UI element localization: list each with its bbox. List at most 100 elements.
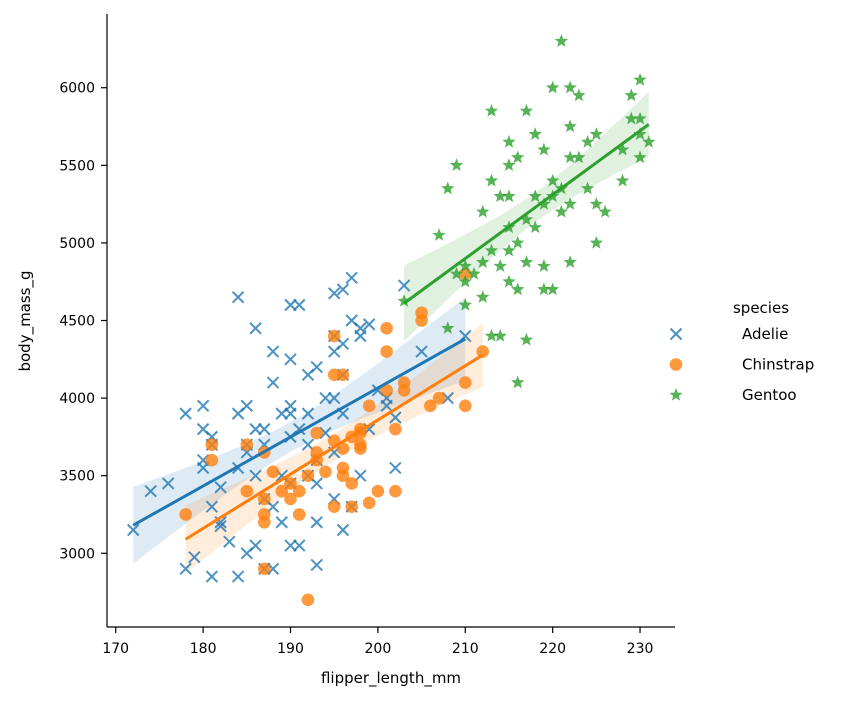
x-tick-label: 230 <box>627 641 654 657</box>
point-gentoo <box>572 88 586 102</box>
point-gentoo <box>589 235 604 249</box>
point-chinstrap <box>301 469 315 482</box>
point-adelie <box>301 407 315 420</box>
y-tick-label: 5000 <box>59 236 95 252</box>
point-chinstrap <box>415 314 428 327</box>
point-gentoo <box>484 103 499 117</box>
point-gentoo <box>528 220 542 234</box>
x-tick-label: 170 <box>102 641 129 657</box>
point-gentoo <box>563 150 577 164</box>
point-adelie <box>301 438 315 451</box>
point-gentoo <box>615 173 630 187</box>
point-adelie <box>144 485 157 498</box>
point-adelie <box>188 550 201 564</box>
point-chinstrap <box>424 399 437 413</box>
point-gentoo <box>511 282 525 296</box>
point-gentoo <box>476 255 490 268</box>
point-gentoo <box>633 111 647 125</box>
point-adelie <box>266 376 280 389</box>
y-tick-label: 4000 <box>59 391 95 407</box>
point-gentoo <box>476 290 490 303</box>
legend-label: Chinstrap <box>742 356 814 374</box>
point-adelie <box>240 399 254 413</box>
point-gentoo <box>642 135 656 148</box>
point-chinstrap <box>345 500 358 514</box>
point-chinstrap <box>292 484 306 498</box>
point-adelie <box>310 360 323 374</box>
point-gentoo <box>502 189 516 203</box>
point-chinstrap <box>327 368 341 382</box>
point-gentoo <box>511 375 525 389</box>
legend-marker-chinstrap <box>669 358 683 371</box>
point-gentoo <box>458 297 472 311</box>
y-tick-label: 3500 <box>59 469 95 485</box>
legend-item-chinstrap: Chinstrap <box>669 356 814 374</box>
point-gentoo <box>580 181 595 195</box>
point-chinstrap <box>266 465 280 479</box>
point-adelie <box>293 539 306 552</box>
point-chinstrap <box>205 438 219 451</box>
point-chinstrap <box>458 399 472 413</box>
point-chinstrap <box>292 508 306 521</box>
point-gentoo <box>441 321 455 334</box>
point-adelie <box>249 322 262 335</box>
y-tick-label: 4500 <box>59 314 95 330</box>
regression-line-gentoo <box>403 123 650 305</box>
point-chinstrap <box>257 492 271 506</box>
point-gentoo <box>633 127 647 140</box>
point-adelie <box>345 271 358 285</box>
point-chinstrap <box>301 593 315 607</box>
point-gentoo <box>554 34 569 47</box>
point-gentoo <box>563 197 577 210</box>
point-adelie <box>275 516 288 529</box>
point-gentoo <box>449 158 464 171</box>
point-gentoo <box>528 127 542 140</box>
point-adelie <box>205 500 219 513</box>
point-adelie <box>293 298 306 312</box>
point-adelie <box>223 535 236 548</box>
point-adelie <box>389 461 402 475</box>
point-gentoo <box>493 329 507 342</box>
point-gentoo <box>580 135 595 148</box>
point-chinstrap <box>327 329 341 343</box>
point-chinstrap <box>345 477 358 490</box>
point-chinstrap <box>179 508 192 521</box>
point-gentoo <box>441 181 455 195</box>
legend-marker-adelie <box>669 327 683 341</box>
legend-label: Gentoo <box>742 386 797 404</box>
point-adelie <box>310 558 323 572</box>
point-adelie <box>231 570 245 583</box>
point-adelie <box>284 353 297 366</box>
x-axis-label: flipper_length_mm <box>321 669 461 688</box>
point-gentoo <box>432 228 446 241</box>
point-adelie <box>336 523 350 537</box>
point-adelie <box>214 481 227 494</box>
point-gentoo <box>537 259 551 272</box>
point-gentoo <box>554 204 569 218</box>
point-gentoo <box>528 189 542 203</box>
point-adelie <box>362 318 376 331</box>
point-chinstrap <box>284 492 297 506</box>
x-ticks: 170 180 190 200 210 220 230 <box>102 627 653 657</box>
point-chinstrap <box>327 500 341 514</box>
point-chinstrap <box>319 465 332 479</box>
point-adelie <box>258 422 271 436</box>
point-adelie <box>336 283 350 296</box>
point-gentoo <box>589 197 604 210</box>
legend-title: species <box>733 299 789 317</box>
point-gentoo <box>476 204 490 218</box>
point-adelie <box>284 407 297 420</box>
point-gentoo <box>493 259 507 272</box>
x-tick-label: 190 <box>277 641 304 657</box>
point-chinstrap <box>257 515 271 529</box>
point-gentoo <box>467 266 481 280</box>
point-gentoo <box>484 243 499 257</box>
point-chinstrap <box>240 438 254 451</box>
point-adelie <box>266 345 280 358</box>
point-adelie <box>415 345 428 358</box>
legend-item-adelie: Adelie <box>669 325 788 343</box>
point-adelie <box>179 407 192 420</box>
point-adelie <box>249 469 262 482</box>
point-gentoo <box>563 119 577 133</box>
